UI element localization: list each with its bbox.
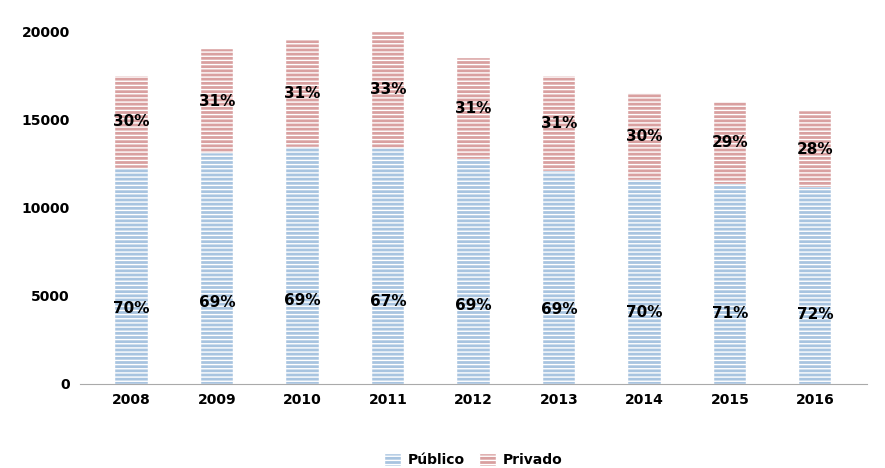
Text: 67%: 67%	[370, 294, 406, 309]
Text: 28%: 28%	[797, 142, 834, 157]
Bar	[543, 171, 575, 384]
Bar	[115, 76, 148, 168]
Text: 31%: 31%	[455, 101, 492, 116]
Text: 31%: 31%	[284, 86, 320, 101]
Bar	[201, 49, 234, 153]
Bar	[458, 58, 489, 159]
Text: 69%: 69%	[284, 293, 321, 308]
Text: 31%: 31%	[541, 116, 577, 131]
Text: 31%: 31%	[199, 94, 235, 109]
Text: 30%: 30%	[626, 129, 663, 144]
Text: 69%: 69%	[455, 298, 492, 313]
Bar	[628, 93, 660, 181]
Text: 30%: 30%	[113, 114, 150, 129]
Bar	[115, 168, 148, 384]
Legend: Público, Privado: Público, Privado	[379, 448, 568, 468]
Bar	[543, 76, 575, 171]
Bar	[628, 181, 660, 384]
Bar	[713, 184, 746, 384]
Text: 69%: 69%	[541, 302, 577, 317]
Text: 29%: 29%	[712, 135, 748, 150]
Text: 71%: 71%	[712, 306, 748, 321]
Bar	[287, 147, 319, 384]
Bar	[799, 187, 832, 384]
Text: 70%: 70%	[626, 305, 663, 320]
Bar	[713, 102, 746, 184]
Bar	[287, 40, 319, 147]
Text: 69%: 69%	[199, 295, 235, 310]
Bar	[799, 111, 832, 187]
Bar	[372, 32, 404, 148]
Text: 70%: 70%	[113, 301, 150, 316]
Bar	[201, 153, 234, 384]
Bar	[458, 159, 489, 384]
Text: 72%: 72%	[797, 307, 834, 322]
Text: 33%: 33%	[370, 82, 406, 97]
Bar	[372, 148, 404, 384]
